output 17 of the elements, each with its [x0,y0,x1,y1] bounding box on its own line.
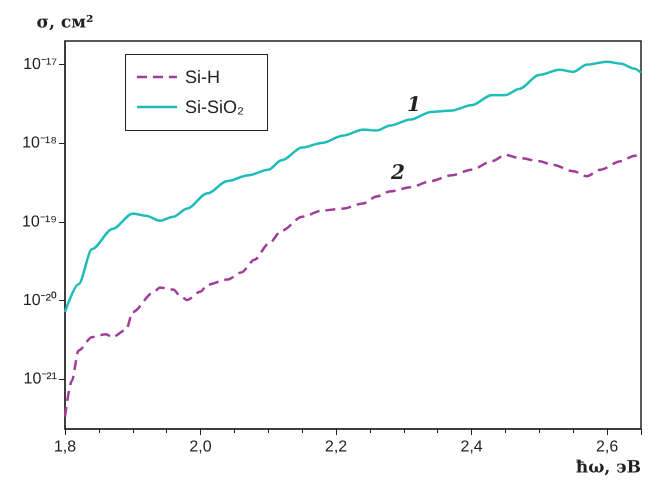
y-axis-title: σ, см² [36,12,94,32]
legend-label: Si-SiO₂ [185,97,244,117]
x-tick-label: 2,2 [324,438,348,456]
x-tick-label: 2,0 [189,438,212,456]
y-tick-label: 10⁻²⁰ [22,290,57,309]
x-tick-label: 2,6 [596,438,618,456]
x-tick-label: 2,4 [460,438,483,456]
y-tick-label: 10⁻¹⁹ [22,213,57,230]
y-tick-label: 10⁻²¹ [24,370,57,388]
line-series [64,60,642,314]
legend-label: Si-H [185,67,220,87]
annotation: 2 [390,160,406,184]
y-tick-label: 10⁻¹⁷ [23,56,58,74]
annotation: 1 [407,92,421,116]
y-tick-label: 10⁻¹⁸ [22,134,57,152]
x-tick-label: 1,8 [54,438,76,456]
x-axis-title: ħω, эВ [576,458,641,478]
